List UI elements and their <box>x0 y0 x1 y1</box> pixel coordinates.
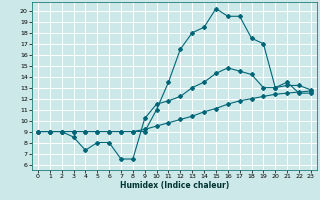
X-axis label: Humidex (Indice chaleur): Humidex (Indice chaleur) <box>120 181 229 190</box>
